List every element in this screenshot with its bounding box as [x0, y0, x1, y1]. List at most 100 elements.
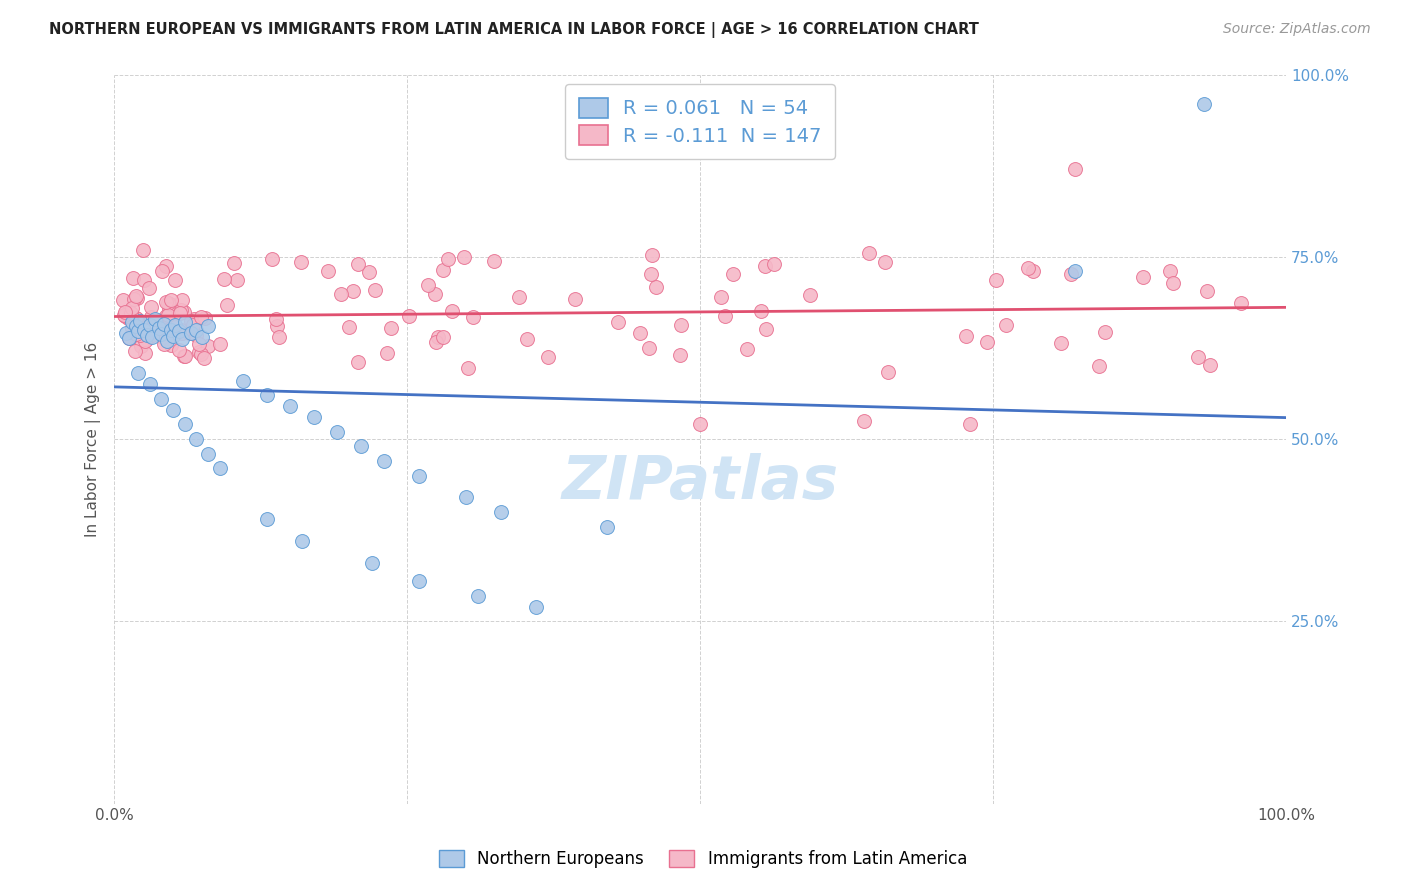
- Point: [129, 314, 152, 328]
- Point: [537, 350, 560, 364]
- Point: [121, 315, 143, 329]
- Point: [187, 344, 209, 359]
- Point: [173, 315, 195, 329]
- Point: [330, 287, 353, 301]
- Point: [156, 334, 179, 348]
- Point: [408, 574, 430, 589]
- Point: [1064, 264, 1087, 278]
- Point: [641, 248, 664, 262]
- Point: [337, 320, 360, 334]
- Point: [159, 297, 181, 311]
- Point: [124, 319, 146, 334]
- Point: [755, 321, 778, 335]
- Point: [524, 599, 547, 614]
- Point: [115, 326, 138, 341]
- Point: [129, 339, 152, 353]
- Point: [132, 243, 155, 257]
- Point: [125, 311, 148, 326]
- Point: [875, 255, 897, 269]
- Point: [136, 332, 159, 346]
- Point: [735, 342, 758, 356]
- Point: [416, 277, 439, 292]
- Point: [986, 273, 1008, 287]
- Point: [291, 534, 314, 549]
- Point: [959, 417, 981, 432]
- Point: [191, 330, 214, 344]
- Point: [290, 255, 312, 269]
- Point: [155, 325, 177, 339]
- Point: [162, 403, 184, 417]
- Point: [1049, 335, 1071, 350]
- Point: [380, 321, 402, 335]
- Point: [114, 309, 136, 323]
- Point: [111, 293, 134, 307]
- Point: [152, 330, 174, 344]
- Point: [120, 306, 142, 320]
- Point: [799, 288, 821, 302]
- Legend: Northern Europeans, Immigrants from Latin America: Northern Europeans, Immigrants from Lati…: [433, 843, 973, 875]
- Point: [156, 308, 179, 322]
- Point: [256, 388, 278, 402]
- Point: [1132, 269, 1154, 284]
- Point: [713, 309, 735, 323]
- Point: [152, 317, 174, 331]
- Point: [644, 280, 666, 294]
- Point: [138, 280, 160, 294]
- Point: [763, 257, 786, 271]
- Point: [169, 323, 191, 337]
- Point: [326, 425, 349, 439]
- Point: [141, 328, 163, 343]
- Point: [132, 273, 155, 287]
- Point: [508, 289, 530, 303]
- Point: [160, 338, 183, 352]
- Point: [858, 246, 880, 260]
- Y-axis label: In Labor Force | Age > 16: In Labor Force | Age > 16: [86, 342, 101, 537]
- Point: [432, 263, 454, 277]
- Point: [159, 323, 181, 337]
- Point: [1022, 264, 1045, 278]
- Point: [1094, 325, 1116, 339]
- Point: [516, 332, 538, 346]
- Point: [440, 304, 463, 318]
- Point: [163, 273, 186, 287]
- Point: [134, 346, 156, 360]
- Point: [170, 293, 193, 308]
- Point: [124, 322, 146, 336]
- Point: [197, 339, 219, 353]
- Point: [377, 346, 399, 360]
- Point: [138, 318, 160, 332]
- Point: [152, 264, 174, 278]
- Point: [179, 326, 201, 340]
- Point: [349, 439, 371, 453]
- Point: [489, 505, 512, 519]
- Point: [190, 347, 212, 361]
- Point: [467, 589, 489, 603]
- Point: [457, 361, 479, 376]
- Point: [1017, 260, 1039, 275]
- Point: [141, 310, 163, 325]
- Point: [564, 292, 586, 306]
- Point: [427, 330, 450, 344]
- Point: [347, 355, 370, 369]
- Point: [463, 310, 485, 325]
- Point: [853, 414, 876, 428]
- Point: [190, 310, 212, 324]
- Point: [141, 330, 163, 344]
- Point: [139, 300, 162, 314]
- Point: [167, 324, 190, 338]
- Point: [118, 309, 141, 323]
- Text: NORTHERN EUROPEAN VS IMMIGRANTS FROM LATIN AMERICA IN LABOR FORCE | AGE > 16 COR: NORTHERN EUROPEAN VS IMMIGRANTS FROM LAT…: [49, 22, 979, 38]
- Point: [117, 331, 139, 345]
- Point: [1187, 350, 1209, 364]
- Point: [114, 304, 136, 318]
- Point: [156, 296, 179, 310]
- Point: [640, 268, 662, 282]
- Point: [1087, 359, 1109, 373]
- Legend: R = 0.061   N = 54, R = -0.111  N = 147: R = 0.061 N = 54, R = -0.111 N = 147: [565, 84, 835, 160]
- Point: [127, 367, 149, 381]
- Point: [173, 349, 195, 363]
- Point: [269, 330, 291, 344]
- Point: [689, 417, 711, 432]
- Point: [148, 321, 170, 335]
- Point: [173, 417, 195, 432]
